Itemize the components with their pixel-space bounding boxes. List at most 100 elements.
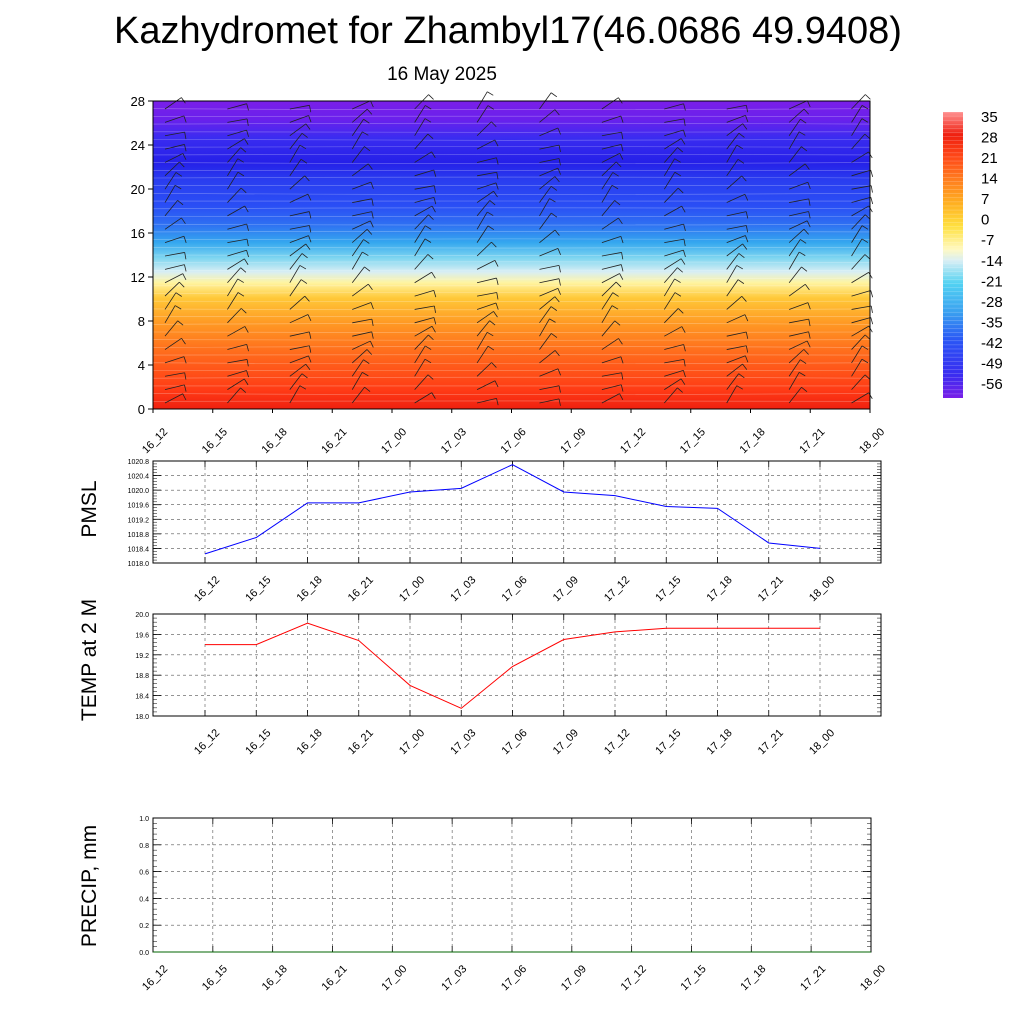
wind-barb-flag: [683, 370, 686, 378]
colorbar-label: 35: [981, 109, 998, 126]
wind-barb-shaft: [851, 238, 863, 257]
wind-barb-flag: [363, 118, 370, 124]
y-tick-label: 18.8: [135, 673, 149, 680]
wind-barb: [601, 172, 619, 190]
wind-barb-flag: [744, 194, 749, 201]
wind-barb-shaft: [851, 225, 863, 243]
wind-barb-flag: [494, 260, 499, 267]
wind-barb-flag: [495, 182, 499, 190]
wind-barb-flag: [308, 331, 312, 339]
wind-barb-shaft: [539, 398, 560, 404]
wind-barb: [476, 331, 494, 350]
wind-barb-flag: [370, 100, 374, 108]
wind-barb: [851, 169, 874, 177]
wind-barb: [788, 359, 807, 377]
wind-barb-shaft: [789, 211, 809, 217]
wind-barb-shaft: [663, 158, 675, 177]
wind-barb-shaft: [289, 225, 310, 230]
wind-barb-shaft: [414, 214, 429, 230]
wind-barb-shaft: [601, 372, 622, 377]
x-tick-label: 17_18: [738, 963, 768, 993]
y-tick-label: 19.6: [135, 632, 149, 639]
contour-line: [152, 231, 871, 233]
wind-barb-shaft: [539, 176, 556, 190]
wind-barb-shaft: [851, 118, 863, 136]
wind-barb-shaft: [664, 205, 682, 217]
wind-barb-shaft: [663, 292, 676, 310]
wind-barb-shaft: [664, 359, 685, 364]
x-tick-label: 16_18: [260, 426, 290, 456]
wind-barb: [726, 265, 743, 283]
y-tick-label: 4: [138, 358, 145, 373]
wind-barb-shaft: [289, 279, 302, 297]
wind-barb-flag: [864, 133, 871, 140]
colorbar-label: 28: [981, 130, 998, 147]
wind-barb-flag: [801, 386, 808, 392]
wind-barb-shaft: [289, 385, 301, 404]
wind-barb: [539, 109, 560, 123]
wind-barb-flag: [745, 331, 749, 339]
wind-barb-shaft: [289, 193, 309, 203]
wind-barb-shaft: [539, 333, 552, 350]
wind-barb-shaft: [539, 186, 552, 203]
wind-barb-flag: [619, 273, 624, 280]
x-tick-label: 16_18: [295, 574, 325, 604]
wind-barb: [289, 363, 311, 377]
wind-barb-flag: [737, 279, 745, 284]
wind-barb-flag: [549, 198, 556, 203]
wind-barb-flag: [621, 372, 624, 380]
wind-barb-flag: [680, 258, 686, 265]
wind-barb: [476, 380, 499, 390]
y-axis-label: TEMP at 2 M: [78, 599, 101, 721]
wind-barb-flag: [683, 250, 686, 257]
wind-barb-shaft: [851, 185, 872, 190]
colorbar-label: -42: [981, 335, 1003, 352]
contour-line: [152, 292, 871, 294]
wind-barb: [476, 171, 499, 180]
wind-barb-flag: [745, 115, 749, 123]
y-tick-label: 8: [138, 314, 145, 329]
wind-barb-flag: [184, 384, 187, 392]
wind-barb: [539, 176, 560, 190]
x-tick-label: 16_15: [200, 426, 230, 456]
wind-barb-flag: [557, 168, 562, 175]
wind-barb-shaft: [726, 253, 740, 270]
wind-barb-shaft: [601, 185, 613, 203]
wind-barb-flag: [184, 252, 187, 260]
wind-barb: [663, 292, 682, 310]
x-tick-label: 17_03: [439, 426, 469, 456]
wind-barb-shaft: [539, 109, 556, 123]
wind-barb: [289, 253, 308, 270]
wind-barb: [164, 172, 183, 190]
wind-barb-flag: [425, 105, 432, 110]
x-tick-label: 17_12: [602, 727, 632, 757]
wind-barb: [414, 334, 434, 350]
contour-line: [152, 376, 871, 379]
wind-barb-shaft: [663, 172, 676, 190]
wind-barb: [788, 131, 806, 150]
wind-barb-shaft: [289, 243, 307, 257]
wind-barb-shaft: [164, 356, 185, 364]
wind-barb-shaft: [351, 119, 364, 136]
wind-barb: [788, 302, 811, 310]
wind-barb-flag: [371, 198, 374, 206]
y-tick-label: 12: [131, 270, 145, 285]
wind-barb-flag: [487, 211, 494, 216]
wind-barb: [601, 320, 621, 337]
contour-line: [152, 346, 871, 348]
wind-barb-flag: [175, 292, 182, 297]
contour-line: [152, 261, 871, 263]
wind-barb-shaft: [289, 363, 306, 377]
wind-barb-flag: [554, 350, 560, 357]
wind-barb-shaft: [164, 264, 185, 270]
wind-barb-shaft: [539, 212, 552, 230]
wind-barb: [601, 264, 624, 272]
wind-barb-flag: [745, 105, 749, 113]
wind-barb-shaft: [164, 153, 184, 163]
wind-barb-shaft: [601, 393, 620, 404]
wind-barb-shaft: [851, 205, 870, 217]
wind-barb-flag: [677, 187, 684, 194]
wind-barb-flag: [362, 131, 369, 136]
wind-barb: [476, 211, 494, 230]
wind-barb-shaft: [476, 182, 497, 190]
